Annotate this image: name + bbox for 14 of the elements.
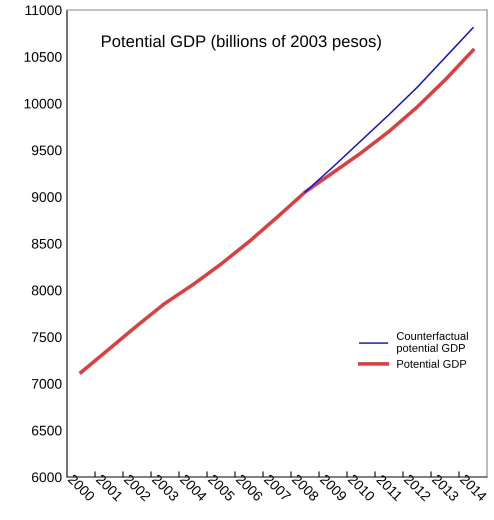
y-tick-label: 9000: [32, 192, 62, 202]
y-tick-label: 8000: [32, 286, 62, 296]
y-tick-label: 7000: [32, 378, 62, 389]
y-tick-label: 10500: [24, 52, 62, 62]
legend-label: Counterfactual potential GDP: [396, 332, 468, 354]
y-tick-label: 8500: [32, 238, 62, 249]
y-tick-label: 6500: [32, 426, 62, 436]
text: Potential GDP (billions of 2003 pesos): [102, 34, 381, 50]
legend-label: Potential GDP: [397, 360, 466, 368]
y-tick-label: 11000: [26, 5, 62, 16]
y-tick-label: 7500: [32, 332, 62, 342]
y-tick-label: 10000: [24, 98, 62, 109]
y-tick-label: 9500: [32, 145, 62, 156]
y-tick-label: 6000: [32, 472, 62, 482]
